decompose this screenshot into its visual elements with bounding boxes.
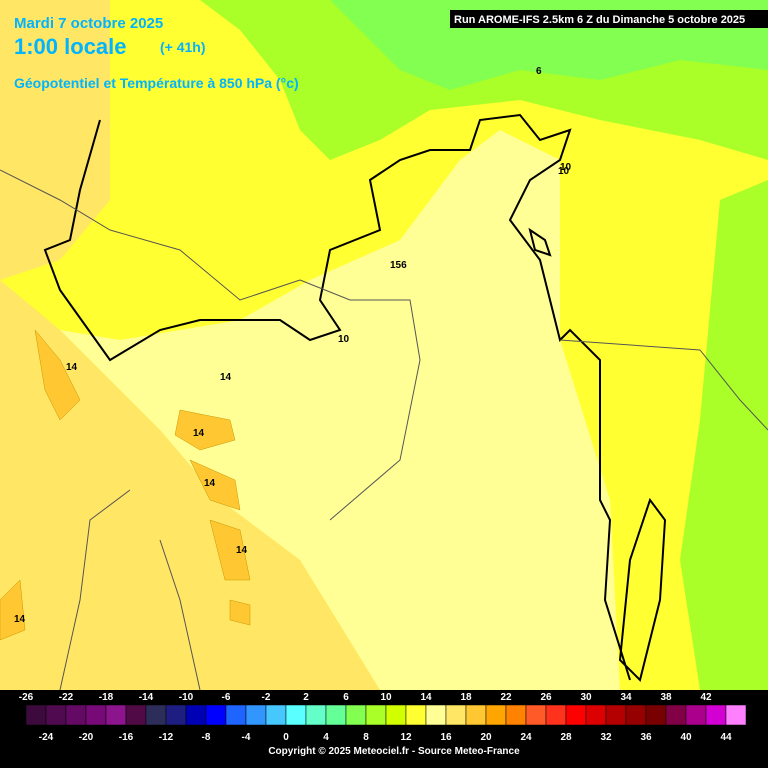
colorbar-label: 32 [600,732,612,743]
colorbar-label: 30 [580,692,592,703]
colorbar-cell [385,704,407,726]
contour-label: 14 [14,614,26,625]
colorbar-label: 2 [303,692,309,703]
colorbar-label: 38 [660,692,672,703]
contour-label: 156 [390,260,407,271]
contour-label: 14 [204,478,216,489]
colorbar-cell [445,704,467,726]
colorbar-label: 22 [500,692,512,703]
copyright: Copyright © 2025 Meteociel.fr - Source M… [268,746,520,757]
run-banner [450,10,768,28]
colorbar-label: 12 [400,732,412,743]
colorbar-cell [45,704,67,726]
colorbar-label: 18 [460,692,472,703]
colorbar-label: 28 [560,732,572,743]
colorbar-label: -10 [179,692,194,703]
colorbar-cell [25,704,47,726]
lead-time: (+ 41h) [160,39,206,55]
cool-zone-east [680,180,768,690]
colorbar-label: 10 [380,692,392,703]
contour-label: 14 [193,428,205,439]
colorbar-label: -22 [59,692,74,703]
colorbar-cell [685,704,707,726]
colorbar-label: 34 [620,692,632,703]
colorbar-cell [125,704,147,726]
colorbar-cell [225,704,247,726]
colorbar-cell [105,704,127,726]
colorbar-cell [605,704,627,726]
colorbar-cell [345,704,367,726]
colorbar-label: 6 [343,692,349,703]
contour-label: 10 [560,162,572,173]
colorbar-cell [425,704,447,726]
coastline [43,113,667,682]
colorbar-label: -24 [39,732,54,743]
colorbar-cell [245,704,267,726]
warm-zone-south [0,280,380,690]
colorbar-cell [545,704,567,726]
colorbar-label: -18 [99,692,114,703]
colorbar-cell [505,704,527,726]
colorbar-cell [625,704,647,726]
contour-label: 10 [338,334,350,345]
borders [0,169,768,691]
colorbar-label: 8 [363,732,369,743]
date-title: Mardi 7 octobre 2025 [14,15,163,32]
colorbar-cell [465,704,487,726]
warm-zone [0,0,110,280]
colorbar-cell [665,704,687,726]
colorbar-cell [565,704,587,726]
colorbar-label: -2 [262,692,271,703]
colorbar-label: -12 [159,732,174,743]
colorbar-cell [645,704,667,726]
contour-label: 14 [66,362,78,373]
colorbar-cell [265,704,287,726]
colorbar-cell [705,704,727,726]
colorbar-label: -26 [19,692,34,703]
colorbar-cell [585,704,607,726]
colorbar-label: 26 [540,692,552,703]
colorbar-label: 42 [700,692,712,703]
colorbar-cell [65,704,87,726]
colorbar-label: -6 [222,692,231,703]
colorbar-cell [405,704,427,726]
colorbar-label: 0 [283,732,289,743]
field-title: Géopotentiel et Température à 850 hPa (°… [14,75,299,91]
run-info: Run AROME-IFS 2.5km 6 Z du Dimanche 5 oc… [454,14,745,26]
colorbar-cell [725,704,747,726]
colorbar-label: 24 [520,732,532,743]
colorbar-cell [305,704,327,726]
colorbar-label: 4 [323,732,329,743]
colorbar-cell [325,704,347,726]
colorbar-label: 16 [440,732,452,743]
colorbar-cell [285,704,307,726]
colorbar-label: 20 [480,732,492,743]
time-title: 1:00 locale [14,34,127,59]
colorbar-cell [485,704,507,726]
contour-label: 14 [236,545,248,556]
colorbar-label: 14 [420,692,432,703]
colorbar-label: -8 [202,732,211,743]
colorbar-cell [205,704,227,726]
colorbar-cell [185,704,207,726]
contour-label: 14 [220,372,232,383]
mild-zone [60,130,620,690]
colorbar-label: -14 [139,692,154,703]
colorbar-cell [365,704,387,726]
contour-label: 6 [536,66,542,77]
colorbar-cell [85,704,107,726]
contour-label: 10 [558,166,570,177]
colorbar-label: -20 [79,732,94,743]
warm-patches [0,329,251,641]
colorbar-label: 40 [680,732,692,743]
colorbar-label: 44 [720,732,732,743]
colorbar-cell [145,704,167,726]
legend-background [0,690,768,768]
colorbar-label: 36 [640,732,652,743]
colorbar-label: -16 [119,732,134,743]
colorbar-cell [525,704,547,726]
colorbar-cell [165,704,187,726]
colorbar-label: -4 [242,732,251,743]
